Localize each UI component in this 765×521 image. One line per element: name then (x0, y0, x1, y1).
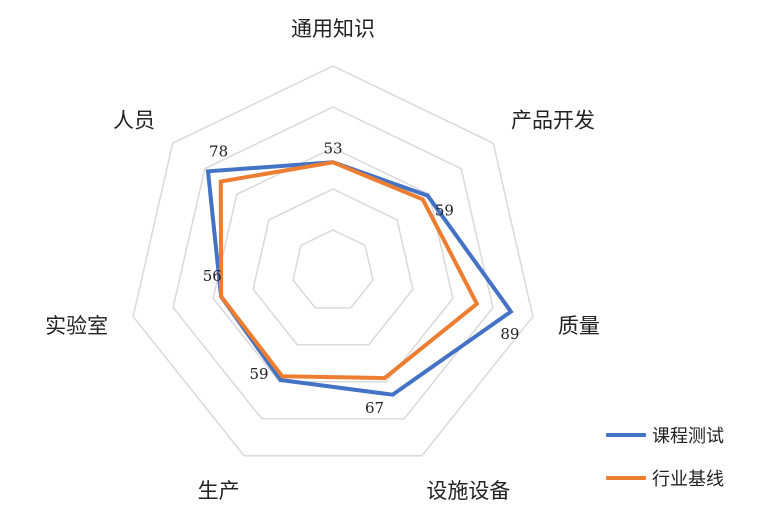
grid-ring-1 (292, 229, 374, 309)
axis-label-general-knowledge: 通用知识 (291, 17, 375, 41)
legend-swatch-course-test (606, 433, 646, 437)
grid-ring-3 (212, 147, 454, 383)
value-label-production: 59 (249, 365, 268, 383)
value-label-personnel: 78 (209, 143, 228, 161)
value-label-product-development: 59 (435, 201, 454, 219)
value-label-quality: 89 (500, 325, 519, 343)
legend: 课程测试 行业基线 (606, 424, 724, 510)
grid-ring-2 (252, 188, 414, 346)
axis-label-facilities: 设施设备 (426, 479, 510, 503)
legend-label-course-test: 课程测试 (652, 426, 724, 447)
legend-label-industry-baseline: 行业基线 (652, 469, 724, 490)
legend-item-industry-baseline: 行业基线 (606, 467, 724, 490)
axis-label-product-development: 产品开发 (511, 109, 595, 133)
axis-label-laboratory: 实验室 (45, 314, 108, 338)
radar-grid (132, 65, 534, 457)
grid-ring-4 (172, 106, 494, 420)
radar-series (205, 160, 514, 397)
axis-label-production: 生产 (198, 479, 240, 503)
series-line-industry-baseline (218, 160, 480, 381)
legend-item-course-test: 课程测试 (606, 424, 724, 447)
value-label-laboratory: 56 (203, 267, 222, 285)
value-label-facilities: 67 (365, 399, 384, 417)
axis-label-quality: 质量 (558, 314, 600, 338)
axis-label-personnel: 人员 (113, 109, 155, 133)
grid-ring-5 (132, 65, 534, 457)
legend-swatch-industry-baseline (606, 476, 646, 480)
value-label-general-knowledge: 53 (323, 139, 342, 157)
series-line-course-test (205, 160, 514, 397)
